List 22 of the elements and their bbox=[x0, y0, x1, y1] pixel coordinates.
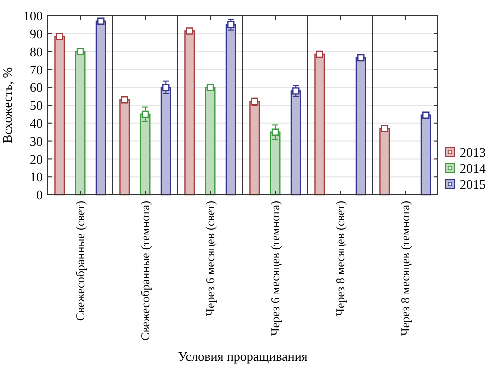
x-tick-label: Через 6 месяцев (темнота) bbox=[268, 200, 283, 336]
y-tick-label: 60 bbox=[30, 80, 43, 96]
y-tick-label: 80 bbox=[30, 44, 43, 60]
y-tick-label: 90 bbox=[30, 26, 43, 42]
y-tick-label: 10 bbox=[30, 170, 43, 185]
legend-label: 2013 bbox=[460, 145, 486, 160]
y-tick-label: 100 bbox=[24, 8, 43, 24]
legend-label: 2014 bbox=[460, 161, 486, 176]
x-tick-label: Через 6 месяцев (свет) bbox=[204, 201, 218, 316]
y-tick-label: 30 bbox=[30, 134, 43, 149]
y-tick-label: 50 bbox=[30, 98, 43, 114]
y-tick-label: 40 bbox=[30, 116, 43, 131]
y-axis-title: Всхожесть, % bbox=[0, 67, 15, 144]
x-tick-label: Через 8 месяцев (свет) bbox=[334, 201, 348, 316]
x-tick-label: Через 8 месяцев (темнота) bbox=[398, 200, 413, 336]
y-tick-label: 20 bbox=[30, 152, 43, 167]
x-tick-label: Свежесобранные (свет) bbox=[74, 201, 88, 322]
y-tick-label: 70 bbox=[30, 62, 43, 78]
legend-label: 2015 bbox=[460, 177, 486, 192]
x-axis-title: Условия проращивания bbox=[178, 349, 308, 364]
x-tick-label: Свежесобранные (темнота) bbox=[138, 201, 153, 341]
y-tick-label: 0 bbox=[36, 188, 43, 203]
